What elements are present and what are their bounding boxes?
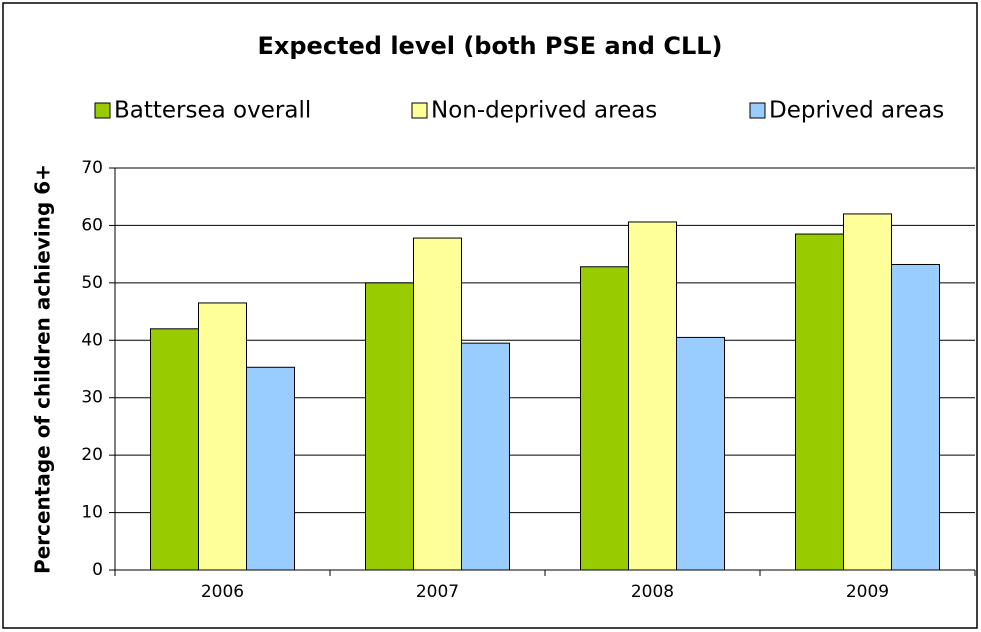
bar (365, 282, 414, 571)
bar (150, 328, 199, 571)
legend-swatch (94, 102, 111, 119)
bar (413, 237, 462, 571)
bar (246, 366, 295, 571)
legend-label: Battersea overall (114, 98, 311, 124)
y-tick-label: 50 (81, 273, 103, 293)
bar (795, 233, 844, 571)
y-tick-label: 40 (81, 330, 103, 350)
legend-swatch (411, 102, 428, 119)
y-tick-label: 60 (81, 215, 103, 235)
bar (198, 302, 247, 571)
x-tick-label: 2007 (416, 582, 459, 602)
bar (628, 221, 677, 571)
bar (580, 266, 629, 571)
bar (676, 336, 725, 571)
bar (891, 263, 940, 571)
x-tick-label: 2006 (201, 582, 244, 602)
y-tick-label: 30 (81, 388, 103, 408)
bar (461, 342, 510, 571)
y-tick-label: 20 (81, 445, 103, 465)
y-axis-label: Percentage of children achieving 6+ (31, 164, 55, 574)
y-tick-label: 0 (92, 560, 103, 580)
legend-label: Deprived areas (769, 98, 944, 124)
y-tick-label: 10 (81, 503, 103, 523)
y-tick-label: 70 (81, 158, 103, 178)
x-tick-label: 2008 (631, 582, 674, 602)
x-tick-label: 2009 (846, 582, 889, 602)
bar (843, 213, 892, 571)
legend-label: Non-deprived areas (431, 98, 657, 124)
chart-title: Expected level (both PSE and CLL) (257, 32, 722, 60)
legend-swatch (749, 102, 766, 119)
